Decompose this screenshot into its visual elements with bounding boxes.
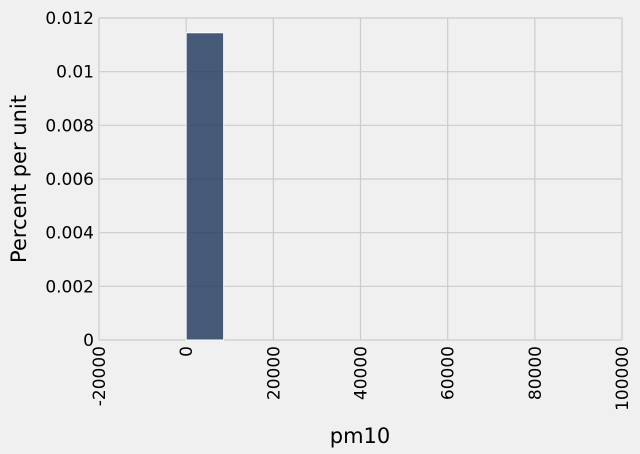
x-tick-label: 100000	[613, 346, 633, 411]
histogram-bar	[185, 32, 225, 341]
x-tick-label: 80000	[526, 346, 546, 400]
x-tick-label: 40000	[352, 346, 372, 400]
bars	[185, 32, 225, 341]
x-tick-label: 20000	[264, 346, 284, 400]
y-tick-label: 0.01	[56, 63, 94, 83]
y-tick-label: 0.006	[45, 170, 94, 190]
x-axis-label: pm10	[330, 424, 391, 448]
y-tick-label: 0.012	[45, 9, 94, 29]
y-axis-label: Percent per unit	[7, 95, 31, 263]
grid	[98, 17, 623, 341]
y-tick-label: 0	[83, 331, 94, 351]
x-tick-label: -20000	[90, 346, 110, 406]
x-tick-label: 0	[177, 346, 197, 357]
y-tick-label: 0.008	[45, 116, 94, 136]
x-tick-label: 60000	[439, 346, 459, 400]
y-tick-label: 0.002	[45, 277, 94, 297]
x-tick-labels: -20000 0 20000 40000 60000 80000 100000	[90, 346, 633, 411]
y-tick-labels: 0 0.002 0.004 0.006 0.008 0.01 0.012	[45, 9, 94, 351]
y-tick-label: 0.004	[45, 224, 94, 244]
